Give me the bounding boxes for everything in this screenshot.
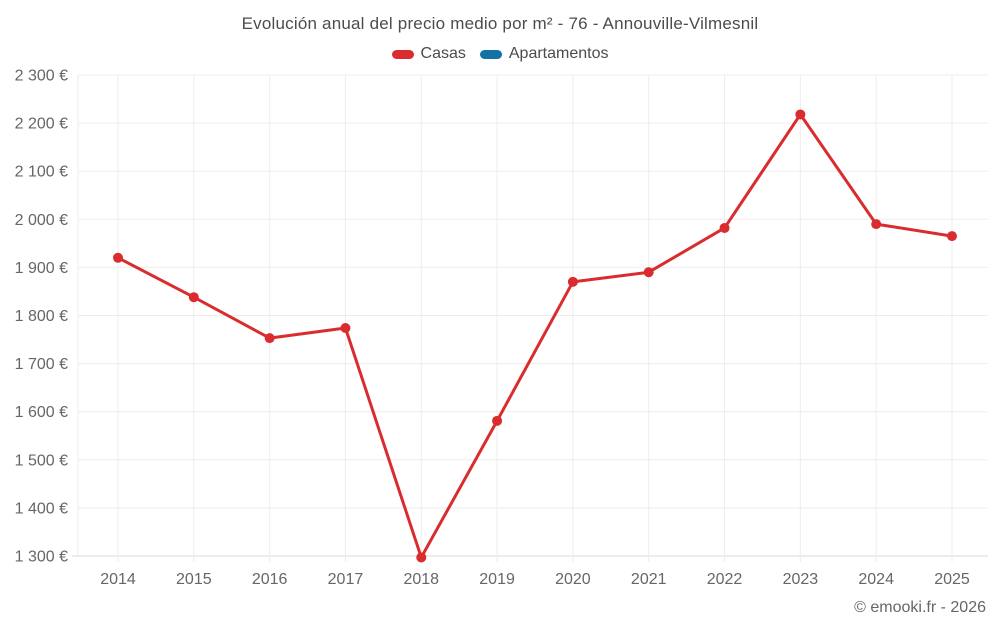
x-tick-label: 2019	[479, 571, 515, 588]
y-tick-label: 1 600 €	[15, 404, 68, 421]
data-point-casas-2023[interactable]	[795, 109, 806, 120]
y-tick-label: 1 300 €	[15, 549, 68, 566]
x-tick-label: 2022	[707, 571, 743, 588]
x-tick-label: 2015	[176, 571, 212, 588]
legend-item-apartamentos[interactable]: Apartamentos	[479, 45, 609, 63]
data-point-casas-2022[interactable]	[719, 222, 730, 233]
x-tick-label: 2017	[328, 571, 364, 588]
x-tick-label: 2016	[252, 571, 288, 588]
x-tick-label: 2025	[934, 571, 970, 588]
data-point-casas-2020[interactable]	[567, 276, 578, 287]
y-tick-label: 1 900 €	[15, 260, 68, 277]
y-tick-label: 1 400 €	[15, 500, 68, 517]
chart-title: Evolución anual del precio medio por m² …	[241, 14, 759, 33]
x-tick-label: 2021	[631, 571, 667, 588]
data-point-casas-2015[interactable]	[188, 292, 199, 303]
y-tick-label: 1 500 €	[15, 452, 68, 469]
x-tick-label: 2014	[100, 571, 136, 588]
legend-swatch-casas-icon	[391, 49, 414, 59]
legend-item-casas[interactable]: Casas	[391, 45, 466, 63]
data-point-casas-2017[interactable]	[340, 323, 351, 334]
y-tick-label: 2 100 €	[15, 164, 68, 181]
data-point-casas-2021[interactable]	[643, 267, 654, 278]
y-tick-label: 2 200 €	[15, 116, 68, 133]
series-line-casas	[116, 112, 954, 559]
data-point-casas-2014[interactable]	[113, 252, 123, 263]
data-point-casas-2025[interactable]	[947, 231, 957, 242]
data-point-casas-2024[interactable]	[871, 219, 882, 230]
y-tick-label: 1 800 €	[15, 308, 68, 325]
x-tick-label: 2020	[555, 571, 591, 588]
x-tick-label: 2023	[783, 571, 819, 588]
y-tick-label: 2 300 €	[15, 68, 68, 85]
data-point-casas-2019[interactable]	[492, 415, 503, 426]
data-point-casas-2018[interactable]	[416, 552, 427, 563]
copyright: © emooki.fr - 2026	[854, 599, 986, 616]
legend: Casas Apartamentos	[0, 45, 1000, 63]
data-point-casas-2016[interactable]	[264, 333, 275, 344]
y-tick-label: 1 700 €	[15, 356, 68, 373]
legend-label-casas: Casas	[420, 45, 466, 62]
legend-swatch-apartamentos-icon	[479, 49, 502, 59]
x-tick-label: 2024	[858, 571, 894, 588]
legend-label-apartamentos: Apartamentos	[508, 45, 609, 62]
x-tick-label: 2018	[403, 571, 439, 588]
y-tick-label: 2 000 €	[15, 212, 68, 229]
